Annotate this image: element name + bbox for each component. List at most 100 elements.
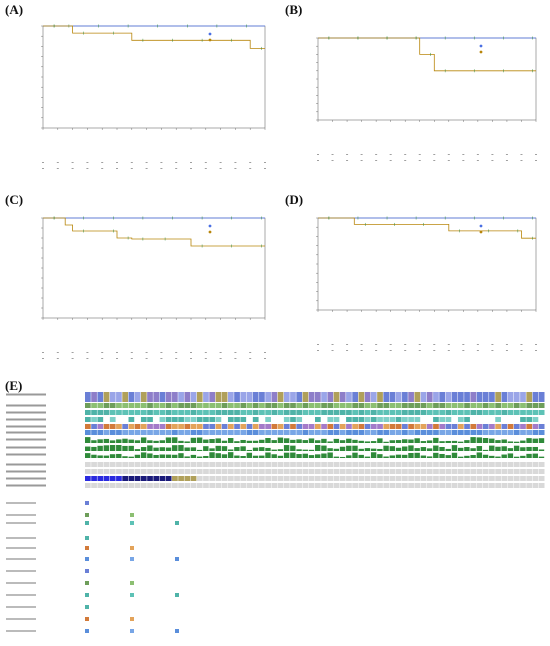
survival-bar	[377, 448, 383, 451]
clinical-track-cell	[408, 403, 414, 408]
risk-table-cell	[204, 358, 207, 359]
clinical-track-cell	[116, 392, 122, 402]
risk-table-cell	[175, 358, 178, 359]
clinical-track-cell	[538, 403, 545, 408]
clinical-track-cell	[532, 430, 539, 435]
clinical-track-cell	[153, 417, 160, 422]
clinical-track-cell	[290, 410, 296, 415]
gene-alteration-cell	[402, 462, 408, 467]
survival-bar	[252, 440, 259, 443]
clinical-track-cell	[526, 417, 533, 422]
risk-table-cell	[175, 352, 178, 353]
clinical-track-cell	[215, 430, 222, 435]
survival-bar	[221, 440, 228, 443]
gene-alteration-cell	[165, 462, 172, 467]
clinical-track-cell	[283, 430, 290, 435]
clinical-track-cell	[339, 403, 346, 408]
clinical-track-cell	[526, 410, 533, 415]
risk-table-cell	[331, 160, 334, 161]
gene-alteration-cell	[451, 483, 458, 488]
risk-table-cell	[116, 168, 118, 169]
legend-swatch	[130, 581, 134, 585]
gene-alteration-cell	[495, 469, 501, 474]
clinical-track-cell	[85, 424, 91, 429]
clinical-track-cell	[370, 403, 377, 408]
legend-swatch	[130, 521, 134, 525]
gene-alteration-cell	[495, 476, 501, 481]
clinical-track-cell	[501, 430, 508, 435]
survival-bar	[414, 448, 420, 451]
survival-bar	[246, 452, 253, 458]
survival-bar	[321, 453, 327, 458]
risk-table-cell	[535, 154, 537, 155]
survival-bar	[234, 441, 240, 443]
gene-alteration-cell	[271, 462, 278, 467]
survival-bar	[103, 445, 110, 451]
gene-alteration-cell	[507, 483, 514, 488]
clinical-track-cell	[221, 424, 228, 429]
risk-table-cell	[462, 344, 465, 345]
survival-bar	[346, 438, 352, 443]
gene-alteration-cell	[383, 469, 390, 474]
clinical-track-cell	[227, 430, 234, 435]
legend-swatch	[85, 617, 89, 621]
survival-bar	[513, 456, 520, 458]
gene-alteration-cell	[333, 483, 340, 488]
risk-table-cell	[71, 162, 74, 163]
survival-bar	[234, 447, 240, 451]
survival-chart-b	[316, 36, 537, 161]
survival-bar	[109, 440, 116, 443]
gene-alteration-cell	[358, 469, 365, 474]
gene-alteration-cell	[532, 469, 539, 474]
survival-bar	[520, 455, 526, 458]
clinical-track-cell	[451, 430, 458, 435]
gene-alteration-cell	[476, 469, 483, 474]
gene-alteration-cell	[420, 462, 427, 467]
gene-alteration-cell	[370, 483, 377, 488]
survival-bar	[259, 455, 265, 458]
clinical-track-cell	[476, 403, 483, 408]
clinical-track-cell	[451, 417, 458, 422]
clinical-track-cell	[234, 417, 240, 422]
clinical-track-cell	[240, 403, 247, 408]
clinical-track-cell	[426, 392, 433, 402]
clinical-track-cell	[252, 424, 259, 429]
gene-alteration-cell	[464, 469, 470, 474]
gene-alteration-cell	[501, 469, 508, 474]
gene-alteration-cell	[246, 462, 253, 467]
clinical-track-cell	[482, 410, 489, 415]
survival-bar	[147, 453, 153, 458]
clinical-track-cell	[470, 417, 477, 422]
gene-alteration-cell	[122, 462, 129, 467]
gene-alteration-cell	[501, 476, 508, 481]
clinical-track-cell	[184, 392, 191, 402]
survival-bar	[346, 445, 352, 451]
gene-alteration-cell	[346, 469, 352, 474]
survival-bar	[408, 452, 414, 458]
gene-alteration-cell	[277, 476, 284, 481]
clinical-track-cell	[339, 410, 346, 415]
gene-alteration-cell	[97, 483, 104, 488]
survival-bar	[227, 449, 234, 451]
gene-alteration-cell	[389, 476, 396, 481]
clinical-track-cell	[389, 430, 396, 435]
survival-bar	[277, 449, 284, 451]
clinical-track-cell	[513, 417, 520, 422]
survival-bar	[402, 454, 408, 458]
clinical-track-cell	[252, 417, 259, 422]
clinical-track-cell	[377, 410, 383, 415]
gene-alteration-cell	[215, 469, 222, 474]
gene-alteration-cell	[246, 483, 253, 488]
track-label	[6, 404, 46, 407]
survival-bar	[414, 438, 420, 443]
clinical-track-cell	[321, 403, 327, 408]
clinical-track-cell	[358, 392, 365, 402]
risk-table-cell	[505, 154, 508, 155]
clinical-track-cell	[103, 410, 110, 415]
survival-bar	[383, 445, 389, 451]
gene-alteration-cell	[296, 469, 303, 474]
clinical-track-cell	[277, 430, 284, 435]
clinical-track-cell	[116, 417, 122, 422]
survival-bar	[495, 446, 501, 451]
risk-table-cell	[505, 160, 508, 161]
